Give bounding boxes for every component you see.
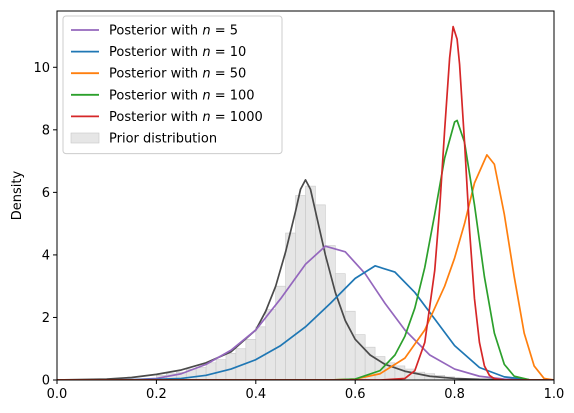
x-tick-label: 0.6 [345, 387, 366, 402]
legend-label: Posterior with n = 100 [109, 88, 255, 103]
y-axis: 0 2 4 6 8 10 [33, 61, 57, 389]
legend-label: Posterior with n = 50 [109, 67, 246, 82]
posterior-line-1 [57, 265, 554, 380]
y-tick-label: 8 [42, 123, 50, 138]
prior-histogram-bar [205, 362, 217, 380]
y-tick-label: 10 [33, 61, 50, 76]
posterior-line-4 [57, 25, 554, 380]
prior-histogram-bar [285, 232, 296, 380]
x-axis: 0.0 0.2 0.4 0.6 0.8 1.0 [47, 380, 565, 402]
y-axis-label: Density [10, 170, 25, 220]
y-tick-label: 4 [42, 248, 50, 263]
axes-frame [56, 10, 555, 381]
prior-histogram-bar [225, 353, 237, 380]
legend-label: Posterior with n = 1000 [109, 110, 263, 125]
plot-area [57, 25, 554, 380]
x-tick-label: 0.8 [444, 387, 465, 402]
legend-label: Prior distribution [109, 132, 217, 147]
prior-histogram-bar [275, 285, 286, 380]
prior-histogram-bar [265, 309, 276, 380]
prior-histogram-bar [305, 185, 316, 380]
prior-histogram-bar [325, 245, 336, 380]
x-tick-label: 1.0 [544, 387, 565, 402]
legend-swatch [70, 132, 100, 144]
legend-box [62, 15, 283, 155]
legend-label: Posterior with n = 5 [109, 24, 238, 39]
x-tick-label: 0.0 [47, 387, 68, 402]
prior-density-line [57, 179, 554, 380]
x-tick-label: 0.4 [245, 387, 266, 402]
x-tick-label: 0.2 [146, 387, 167, 402]
y-tick-label: 6 [42, 186, 50, 201]
y-tick-label: 0 [42, 374, 50, 389]
prior-histogram-bar [374, 356, 386, 380]
prior-histogram-bar [195, 367, 207, 380]
legend-label: Posterior with n = 10 [109, 45, 246, 60]
y-tick-label: 2 [42, 311, 50, 326]
prior-histogram-bar [344, 310, 356, 380]
prior-histogram-bar [255, 326, 267, 380]
posterior-line-3 [57, 119, 554, 380]
legend: Posterior with n = 5 Posterior with n = 1… [62, 15, 283, 155]
prior-histogram-bar [295, 195, 306, 380]
